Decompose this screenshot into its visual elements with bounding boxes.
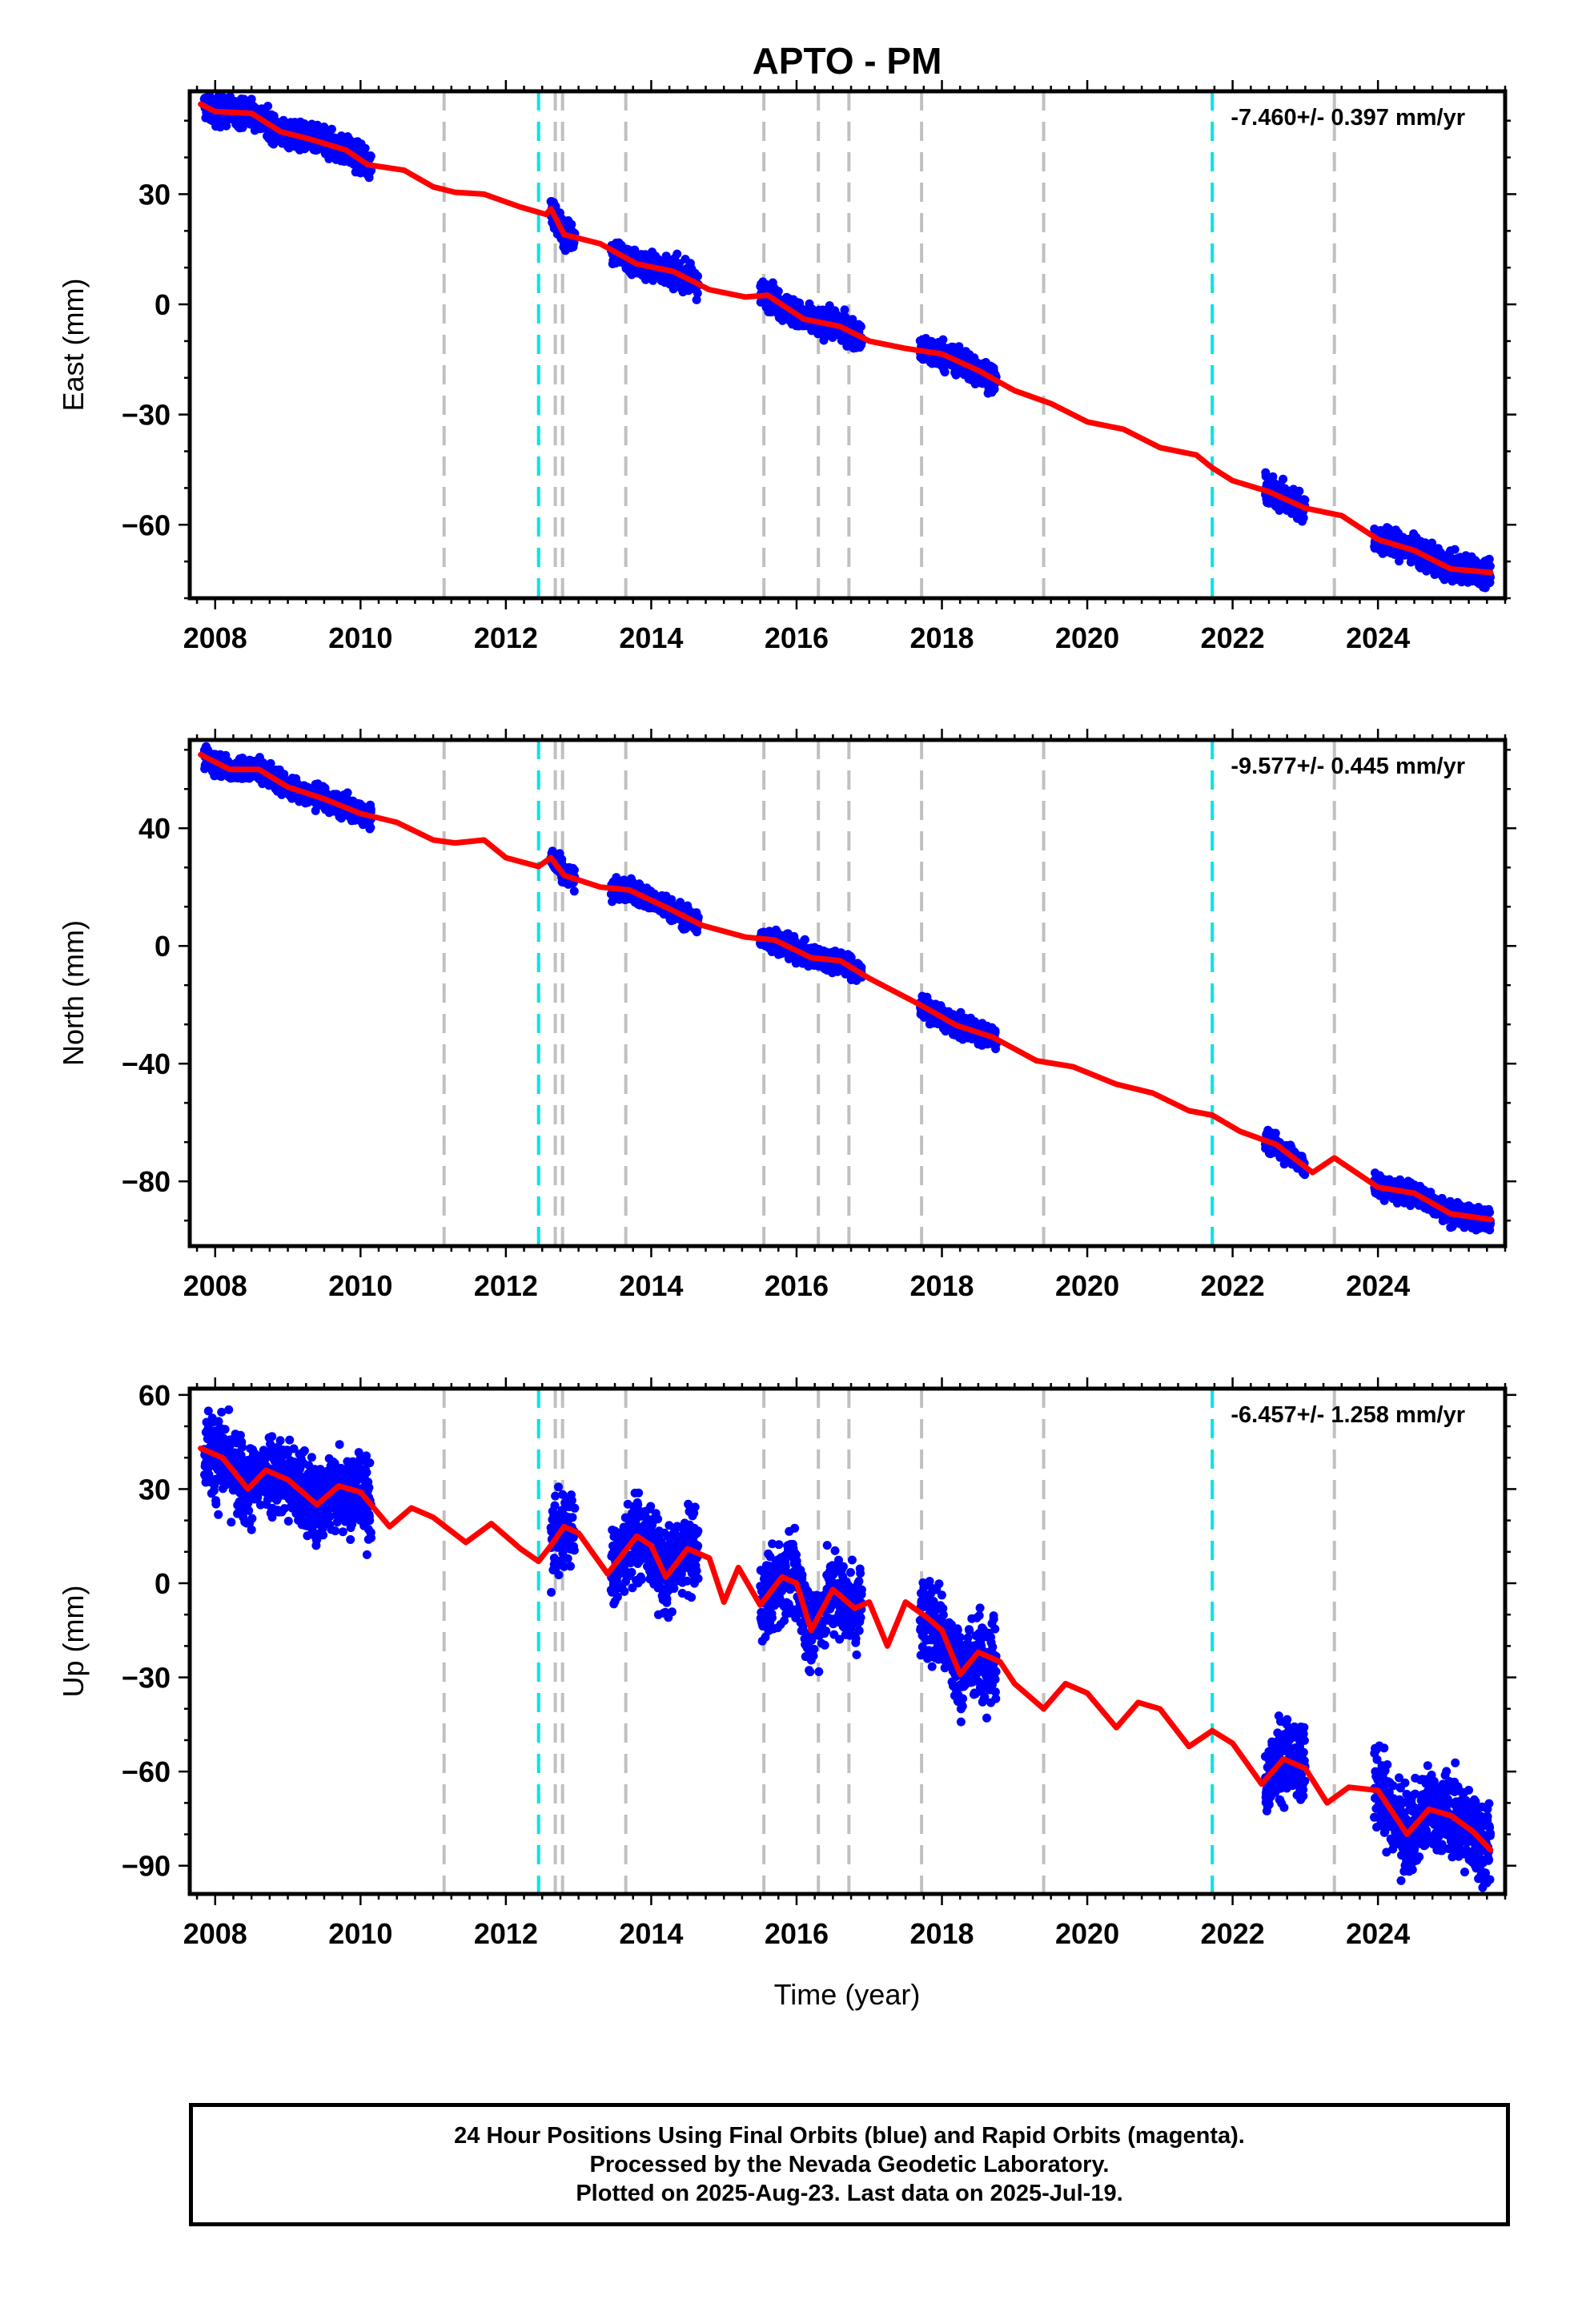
data-point [692,295,701,304]
plot-area [198,740,1496,1246]
data-point [366,822,375,832]
data-point [366,805,375,814]
x-tick-label: 2016 [765,621,829,654]
data-point [1295,486,1304,496]
data-point [1300,495,1310,505]
x-tick-label: 2018 [909,621,974,654]
x-tick-label: 2012 [474,621,538,654]
data-point [343,788,352,798]
model-line [198,101,1494,576]
data-point [327,124,336,134]
plot-area [198,91,1495,598]
panels: 2008 2010 2012 2014 2016 2018 2020 2022 2024 −60 −… [57,80,1516,1950]
data-point [1279,474,1288,484]
plot-frame [187,89,1508,601]
x-tick-label: 2008 [183,621,247,654]
data-point [1450,545,1460,554]
data-point [1299,513,1308,523]
data-point [222,121,231,131]
data-point [840,305,849,315]
data-point [940,368,950,377]
data-point [673,249,682,259]
data-point [557,854,567,864]
data-point [1427,538,1437,548]
data-point [263,102,273,111]
data-point [800,935,809,944]
data-point [569,887,579,896]
data-point [366,151,375,161]
data-point [1484,554,1494,564]
data-point [569,865,579,875]
data-point [693,271,702,281]
data-point [1439,575,1449,585]
data-point [567,219,576,229]
data-point [693,288,702,298]
panel-east: 2008 2010 2012 2014 2016 2018 2020 2022 2024 −60 −… [57,80,1516,654]
data-point [848,315,857,324]
panel-north: 2008 2010 2012 2014 2016 2018 2020 2022 2024−80−… [57,729,1516,1302]
x-tick-label: 2022 [1201,621,1265,654]
data-point [1395,557,1403,566]
x-tick-label: 2024 [1346,621,1410,654]
data-point [312,120,322,130]
rate-label: -7.460+/- 0.397 mm/yr [1231,105,1465,131]
x-tick-label: 2014 [619,621,683,654]
y-tick-label: −60 [122,509,171,541]
data-point [938,335,948,344]
y-tick-label: 0 [155,288,171,321]
data-point [856,322,865,332]
y-tick-label: −30 [122,399,171,432]
data-point [773,287,783,296]
data-point [360,143,370,153]
data-point [1485,561,1495,571]
data-point [954,342,964,352]
y-tick-label: 30 [139,178,171,211]
x-tick-label: 2010 [328,621,392,654]
y-axis-label: East (mm) [57,279,90,412]
x-tick-label: 2020 [1055,621,1119,654]
chart-title: APTO - PM [753,40,942,82]
